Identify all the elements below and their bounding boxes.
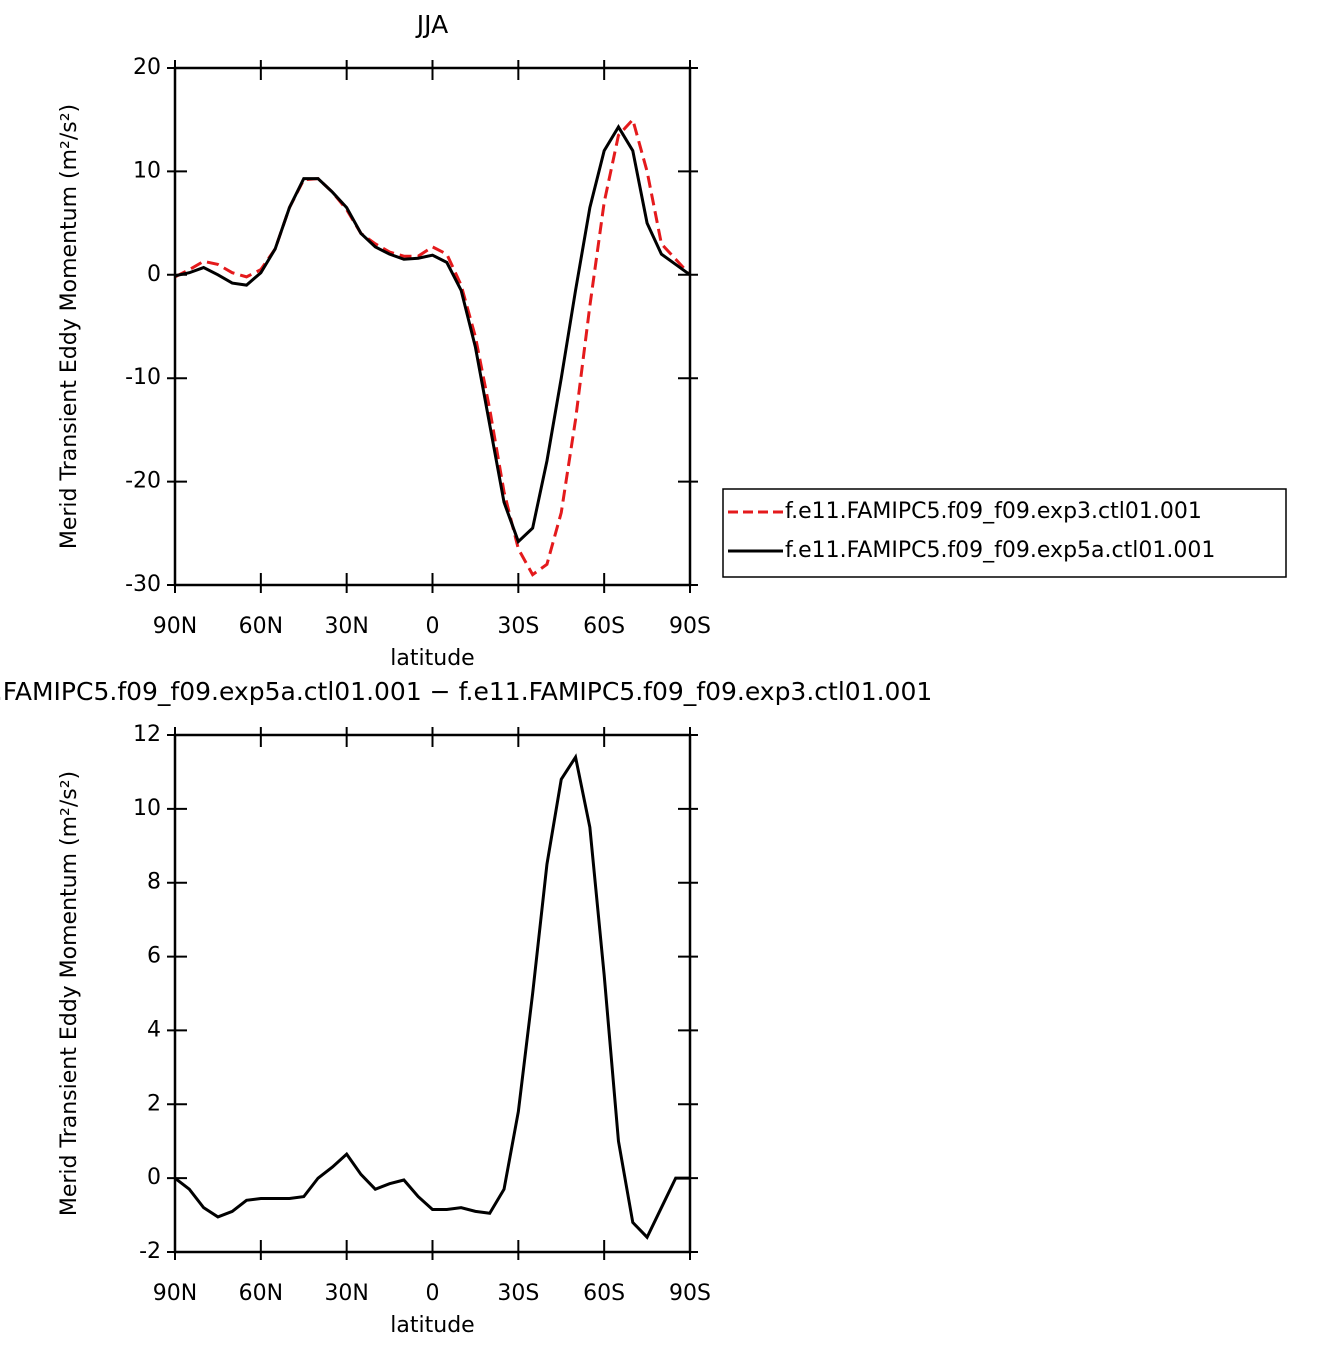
chart-title: f.e11.FAMIPC5.f09_f09.exp5a.ctl01.001 − … [0, 677, 932, 706]
x-tick-label: 30S [497, 1281, 539, 1306]
data-line [174, 753, 690, 1240]
x-tick-label: 90S [669, 1281, 711, 1306]
y-tick-label: -30 [125, 572, 161, 597]
y-tick-label: 10 [133, 158, 161, 183]
legend: f.e11.FAMIPC5.f09_f09.exp3.ctl01.001 f.e1… [722, 488, 1287, 578]
y-tick-label: 20 [133, 55, 161, 80]
y-tick-label: 2 [147, 1091, 161, 1116]
x-tick-label: 60S [583, 1281, 625, 1306]
y-tick-label: -10 [125, 365, 161, 390]
y-tick-label: 6 [147, 944, 161, 969]
y-axis-label: Merid Transient Eddy Momentum (m²/s²) [57, 771, 82, 1216]
plot-frame [173, 733, 692, 1254]
y-tick-label: 10 [133, 796, 161, 821]
y-tick-label: 0 [147, 262, 161, 287]
y-tick-label: -20 [125, 469, 161, 494]
y-tick-label: 8 [147, 870, 161, 895]
y-tick-label: 12 [133, 722, 161, 747]
legend-box [722, 488, 1287, 578]
x-tick-label: 90S [669, 614, 711, 639]
plot-frame [173, 66, 692, 587]
legend-label: f.e11.FAMIPC5.f09_f09.exp5a.ctl01.001 [785, 538, 1215, 563]
legend-label: f.e11.FAMIPC5.f09_f09.exp3.ctl01.001 [785, 499, 1202, 524]
x-tick-label: 0 [426, 1281, 440, 1306]
x-axis-label: latitude [390, 1313, 474, 1338]
chart-title: JJA [415, 10, 448, 39]
x-tick-label: 30S [497, 614, 539, 639]
data-line [174, 116, 692, 577]
x-tick-label: 60S [583, 614, 625, 639]
x-tick-label: 30N [324, 614, 368, 639]
x-axis-label: latitude [390, 646, 474, 671]
y-tick-label: 0 [147, 1165, 161, 1190]
x-tick-label: 0 [426, 614, 440, 639]
y-axis-label: Merid Transient Eddy Momentum (m²/s²) [57, 104, 82, 549]
x-tick-label: 60N [239, 1281, 283, 1306]
y-tick-label: 4 [147, 1017, 161, 1042]
x-tick-label: 90N [153, 614, 197, 639]
y-tick-label: -2 [139, 1239, 161, 1264]
x-tick-label: 60N [239, 614, 283, 639]
x-tick-label: 30N [324, 1281, 368, 1306]
x-tick-label: 90N [153, 1281, 197, 1306]
data-line [174, 124, 691, 545]
